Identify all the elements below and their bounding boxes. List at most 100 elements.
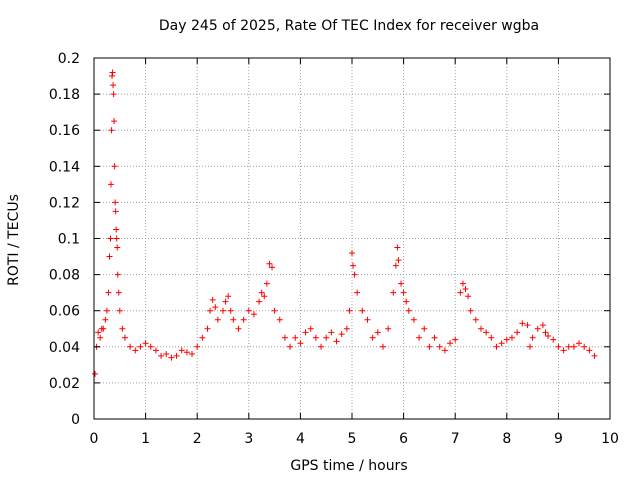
data-point xyxy=(364,316,371,323)
data-series xyxy=(92,69,598,377)
data-point xyxy=(212,304,219,311)
data-point xyxy=(550,336,557,343)
x-tick-labels: 0 1 2 3 4 5 6 7 8 9 10 xyxy=(90,58,619,447)
data-point xyxy=(410,316,417,323)
data-point xyxy=(209,296,216,303)
data-point xyxy=(115,289,122,296)
data-point xyxy=(307,325,314,332)
data-point xyxy=(163,351,170,358)
data-point xyxy=(116,307,123,314)
data-point xyxy=(354,289,361,296)
data-point xyxy=(194,343,201,350)
x-axis-label: GPS time / hours xyxy=(290,458,407,474)
data-point xyxy=(110,91,117,98)
data-point xyxy=(447,340,454,347)
data-point xyxy=(431,334,438,341)
data-point xyxy=(586,347,593,354)
data-point xyxy=(403,298,410,305)
y-axis-label: ROTI / TECUs xyxy=(6,194,22,286)
y-tick-label: 0.06 xyxy=(49,304,80,320)
data-point xyxy=(110,82,117,89)
data-point xyxy=(565,343,572,350)
data-point xyxy=(318,343,325,350)
data-point xyxy=(189,351,196,358)
data-point xyxy=(245,307,252,314)
data-point xyxy=(100,325,107,332)
data-point xyxy=(581,343,588,350)
data-point xyxy=(178,347,185,354)
data-point xyxy=(545,332,552,339)
data-point xyxy=(214,316,221,323)
data-point xyxy=(95,329,102,336)
data-point xyxy=(488,334,495,341)
data-point xyxy=(230,316,237,323)
data-point xyxy=(114,244,121,251)
x-tick-label: 1 xyxy=(141,431,150,447)
data-point xyxy=(111,163,118,170)
data-point xyxy=(183,349,190,356)
data-point xyxy=(107,235,114,242)
data-point xyxy=(503,336,510,343)
y-tick-label: 0 xyxy=(71,412,80,428)
data-point xyxy=(539,322,546,329)
data-point xyxy=(323,334,330,341)
data-point xyxy=(112,199,119,206)
data-point xyxy=(127,343,134,350)
data-point xyxy=(467,307,474,314)
grid-lines xyxy=(94,58,610,419)
data-point xyxy=(560,347,567,354)
data-point xyxy=(350,262,357,269)
data-point xyxy=(519,320,526,327)
x-tick-label: 10 xyxy=(601,431,619,447)
data-point xyxy=(462,286,469,293)
data-point xyxy=(147,343,154,350)
data-point xyxy=(111,118,118,125)
data-point xyxy=(312,334,319,341)
data-point xyxy=(119,325,126,332)
data-point xyxy=(527,343,534,350)
data-point xyxy=(524,322,531,329)
data-point xyxy=(385,325,392,332)
data-point xyxy=(109,69,116,76)
data-point xyxy=(349,249,355,256)
data-point xyxy=(121,334,128,341)
data-point xyxy=(542,329,549,336)
data-point xyxy=(436,343,443,350)
data-point xyxy=(591,352,598,359)
y-tick-label: 0.18 xyxy=(49,87,80,103)
data-point xyxy=(457,289,464,296)
data-point xyxy=(225,293,232,300)
data-point xyxy=(97,334,104,341)
data-point xyxy=(465,293,472,300)
data-point xyxy=(173,352,180,359)
data-point xyxy=(263,280,270,287)
data-point xyxy=(137,343,144,350)
data-point xyxy=(108,127,115,134)
data-point xyxy=(114,271,121,278)
data-point xyxy=(498,340,505,347)
y-tick-label: 0.04 xyxy=(49,340,80,356)
x-tick-label: 3 xyxy=(244,431,253,447)
data-point xyxy=(351,271,358,278)
data-point xyxy=(398,280,405,287)
data-point xyxy=(204,325,211,332)
data-point xyxy=(555,343,562,350)
x-tick-label: 5 xyxy=(348,431,357,447)
data-point xyxy=(240,316,247,323)
data-point xyxy=(112,208,119,215)
data-point xyxy=(292,334,299,341)
data-point xyxy=(258,289,265,296)
y-tick-label: 0.12 xyxy=(49,195,80,211)
y-tick-label: 0.16 xyxy=(49,123,80,139)
data-point xyxy=(529,334,536,341)
y-tick-label: 0.14 xyxy=(49,159,80,175)
data-point xyxy=(328,329,335,336)
data-point xyxy=(113,235,120,242)
y-tick-label: 0.2 xyxy=(58,51,80,67)
data-point xyxy=(394,244,401,251)
data-point xyxy=(478,325,484,332)
data-point xyxy=(472,316,479,323)
data-point xyxy=(514,329,521,336)
data-point xyxy=(359,307,366,314)
